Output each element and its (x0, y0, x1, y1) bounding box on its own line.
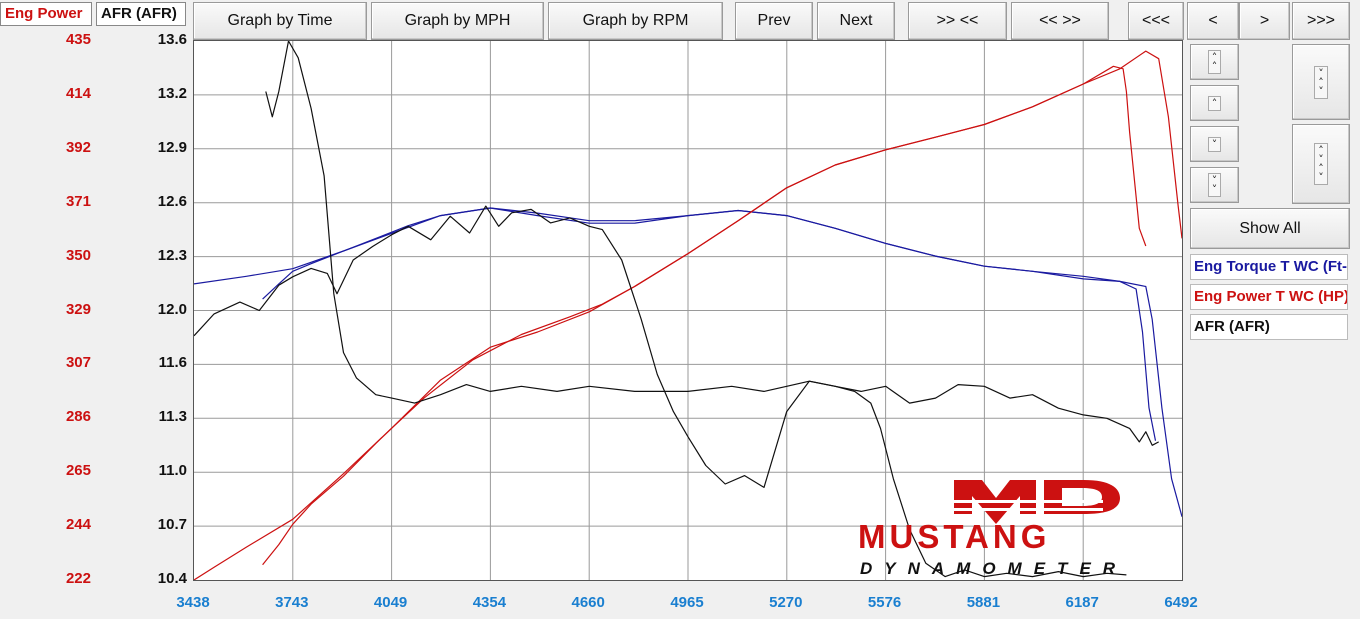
y-tick-power-label: 414 (65, 84, 91, 102)
graph-by-time-button[interactable]: Graph by Time (193, 2, 367, 40)
logo-line1: MUSTANG (858, 518, 1050, 555)
show-all-button[interactable]: Show All (1190, 208, 1350, 249)
x-tick-label: 5576 (867, 594, 902, 611)
y-tick-power-label: 307 (65, 354, 91, 372)
series-afr-run-2 (265, 41, 1127, 578)
first-button[interactable]: <<< (1128, 2, 1184, 40)
dyno-chart (194, 41, 1182, 580)
x-tick-label: 4660 (571, 594, 605, 611)
y-tick-afr-label: 11.0 (158, 462, 187, 480)
y-tick-afr-label: 12.6 (157, 192, 187, 210)
series-eng-torque-t-wc-run-2 (262, 207, 1157, 441)
next-button[interactable]: Next (817, 2, 895, 40)
y-tick-power-label: 435 (65, 31, 91, 48)
series-eng-power-t-wc-run-2 (262, 65, 1147, 566)
back-button[interactable]: < (1187, 2, 1239, 40)
chevron-down-icon: ˅ (1207, 136, 1222, 152)
tab-afr[interactable]: AFR (AFR) (96, 2, 186, 26)
zoom-out-button[interactable]: << >> (1011, 2, 1109, 40)
legend-afr[interactable]: AFR (AFR) (1190, 314, 1348, 340)
y-tick-power-label: 222 (65, 570, 91, 587)
forward-button[interactable]: > (1239, 2, 1290, 40)
x-tick-label: 6187 (1065, 594, 1099, 611)
y-tick-power-label: 371 (65, 192, 91, 210)
y-tick-power-label: 329 (65, 300, 91, 318)
graph-by-mph-button[interactable]: Graph by MPH (371, 2, 544, 40)
tab-eng-power[interactable]: Eng Power (0, 2, 92, 26)
y-tick-power-label: 392 (65, 138, 91, 156)
x-tick-label: 6492 (1164, 594, 1198, 611)
scroll-down-fast-button[interactable]: ˅ ˅ (1190, 167, 1239, 203)
y-tick-power-label: 244 (65, 516, 91, 534)
svg-text:®: ® (1089, 480, 1096, 488)
x-tick-label: 4354 (472, 594, 507, 611)
x-tick-label: 4049 (373, 594, 408, 611)
x-tick-label: 5270 (769, 594, 803, 611)
y-tick-afr-label: 12.0 (157, 300, 187, 318)
md-logo-mark: ® (938, 480, 1120, 524)
y-tick-afr-label: 12.3 (157, 246, 187, 264)
y-tick-afr-label: 13.6 (157, 31, 187, 48)
compress-scale-button[interactable]: ˄ ˅ ˄ ˅ (1292, 124, 1350, 204)
double-chevron-up-icon: ˄ ˄ (1207, 50, 1222, 74)
y-tick-power-label: 265 (65, 462, 91, 480)
x-tick-label: 3438 (176, 594, 210, 611)
double-chevron-down-icon: ˅ ˅ (1207, 173, 1222, 197)
y-tick-power-label: 350 (65, 246, 91, 264)
last-button[interactable]: >>> (1292, 2, 1350, 40)
zoom-in-button[interactable]: >> << (908, 2, 1007, 40)
mustang-dynamometer-logo: ® MUSTANG DYNAMOMETER (858, 480, 1127, 578)
legend-eng-power[interactable]: Eng Power T WC (HP) (1190, 284, 1348, 310)
scroll-up-button[interactable]: ˄ (1190, 85, 1239, 121)
prev-button[interactable]: Prev (735, 2, 813, 40)
x-tick-label: 5881 (966, 594, 1001, 611)
x-tick-label: 3743 (275, 594, 309, 611)
chevron-up-icon: ˄ (1207, 95, 1222, 111)
y-tick-afr-label: 12.9 (157, 138, 187, 156)
series-afr-run-1 (194, 205, 1159, 488)
legend-eng-torque[interactable]: Eng Torque T WC (Ft-lb) (1190, 254, 1348, 280)
logo-line2: DYNAMOMETER (860, 559, 1127, 578)
y-tick-afr-label: 11.6 (158, 354, 187, 372)
y-tick-afr-label: 13.2 (157, 84, 187, 102)
expand-chevrons-icon: ˅ ˄ ˅ (1314, 65, 1328, 99)
scroll-up-fast-button[interactable]: ˄ ˄ (1190, 44, 1239, 80)
x-tick-label: 4965 (670, 594, 704, 611)
graph-by-rpm-button[interactable]: Graph by RPM (548, 2, 723, 40)
expand-scale-button[interactable]: ˅ ˄ ˅ (1292, 44, 1350, 120)
compress-chevrons-icon: ˄ ˅ ˄ ˅ (1314, 143, 1328, 185)
y-tick-afr-label: 10.4 (157, 570, 187, 587)
scroll-down-button[interactable]: ˅ (1190, 126, 1239, 162)
y-tick-afr-label: 11.3 (158, 408, 187, 426)
y-tick-afr-label: 10.7 (157, 516, 187, 534)
y-tick-power-label: 286 (65, 408, 91, 426)
